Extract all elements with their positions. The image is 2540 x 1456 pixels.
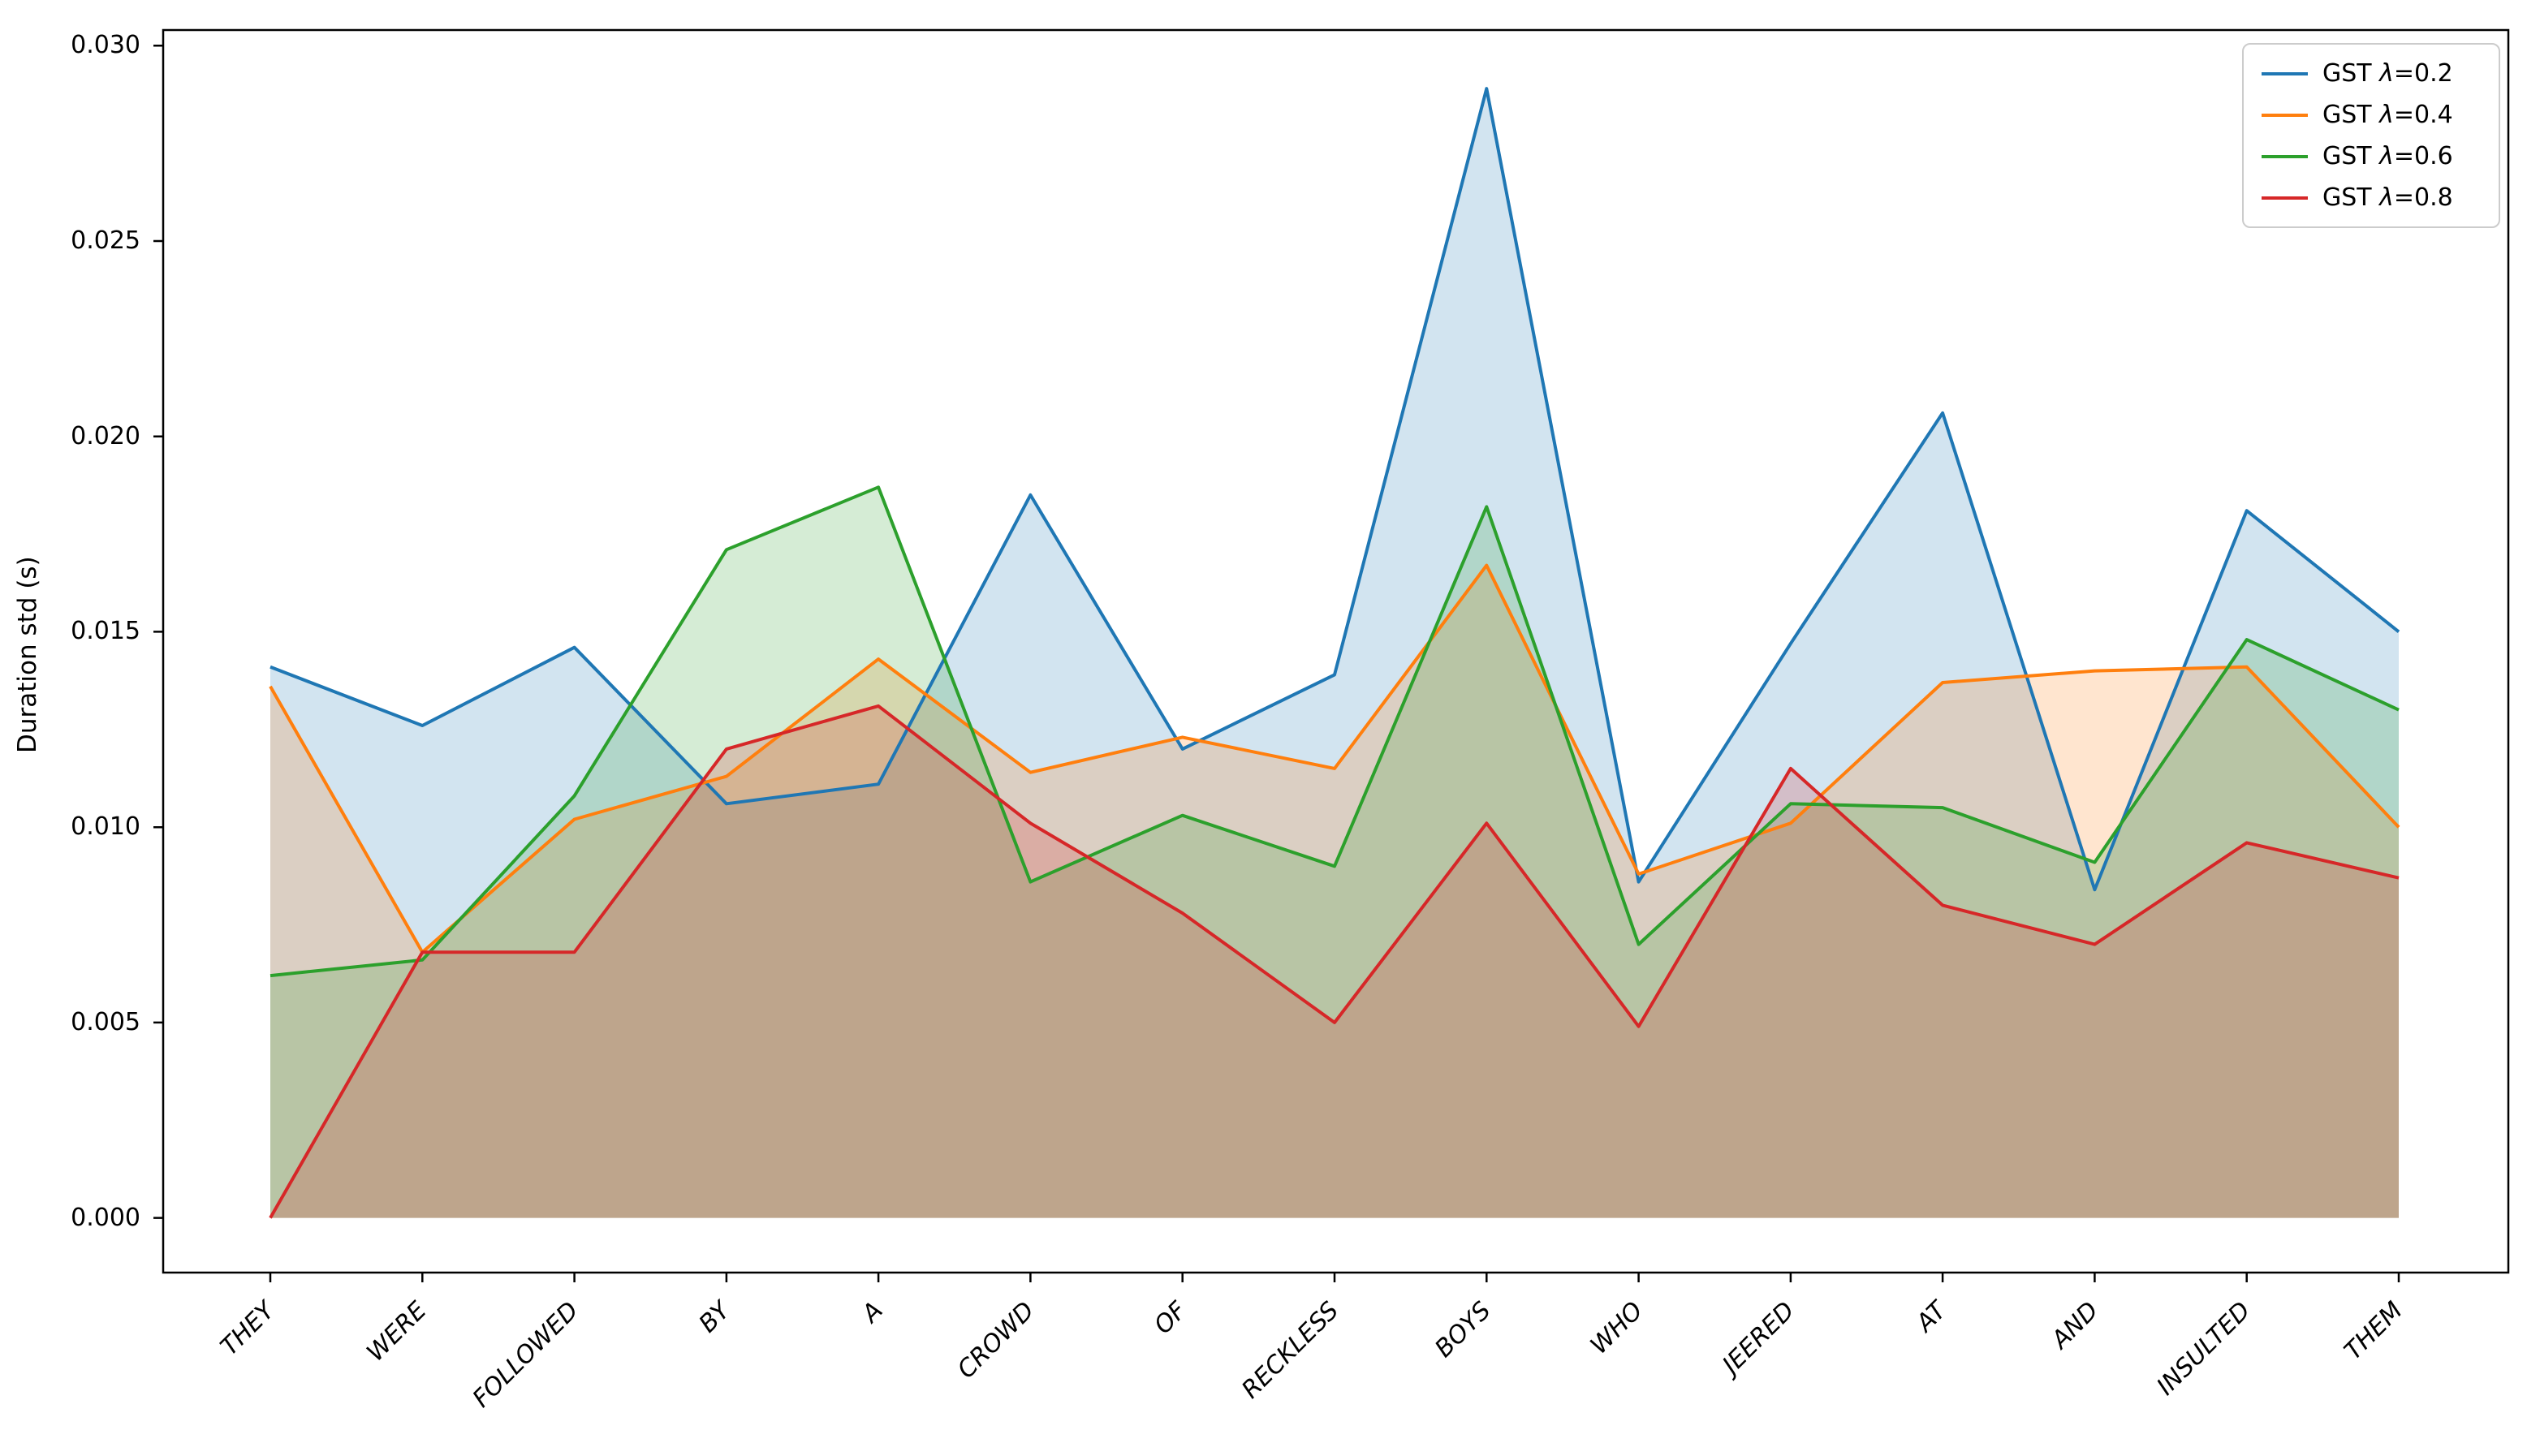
series-line-0 <box>270 87 2400 892</box>
series-line-2 <box>270 485 2400 978</box>
legend-label: GST λ=0.6 <box>2322 142 2453 170</box>
legend-label: GST λ=0.4 <box>2322 101 2453 129</box>
legend-item: GST λ=0.6 <box>2262 142 2490 170</box>
legend-label: GST λ=0.8 <box>2322 183 2453 212</box>
legend-line-swatch <box>2262 71 2308 75</box>
y-tick-label: 0.010 <box>71 812 140 842</box>
y-tick-label: 0.025 <box>71 226 140 255</box>
axes-spines <box>162 28 2510 1274</box>
legend-item: GST λ=0.2 <box>2262 59 2490 88</box>
y-tick-label: 0.005 <box>71 1007 140 1036</box>
axis-tick-marks <box>153 45 2400 1282</box>
series-line-3 <box>269 704 2400 1219</box>
series-line-1 <box>269 563 2400 954</box>
series-area-2 <box>270 487 2399 1218</box>
y-tick-label: 0.015 <box>71 617 140 646</box>
legend-item: GST λ=0.8 <box>2262 183 2490 212</box>
series-area-0 <box>270 88 2399 1218</box>
legend-line-swatch <box>2262 154 2308 158</box>
series-area-3 <box>270 705 2399 1218</box>
legend-line-swatch <box>2262 113 2308 117</box>
y-tick-label: 0.020 <box>71 421 140 450</box>
legend-item: GST λ=0.4 <box>2262 101 2490 129</box>
legend: GST λ=0.2 GST λ=0.4 GST λ=0.6 GST λ=0.8 <box>2242 43 2500 228</box>
y-tick-label: 0.000 <box>71 1203 140 1232</box>
legend-line-swatch <box>2262 196 2308 200</box>
legend-label: GST λ=0.2 <box>2322 59 2453 88</box>
y-axis-label: Duration std (s) <box>13 556 42 753</box>
y-tick-label: 0.030 <box>71 31 140 60</box>
